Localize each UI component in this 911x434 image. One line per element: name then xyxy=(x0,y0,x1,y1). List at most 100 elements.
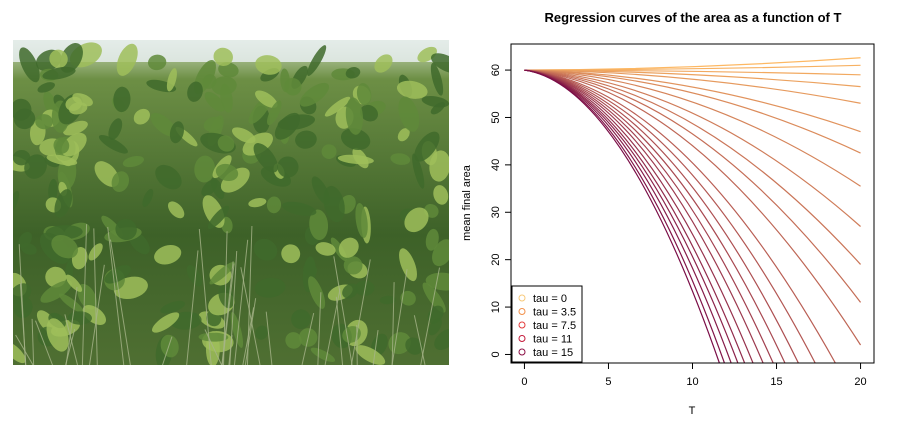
grass-blade xyxy=(89,264,105,365)
grass-blade xyxy=(93,228,98,365)
regression-curve xyxy=(524,69,816,363)
leaf-shape xyxy=(72,93,93,107)
leaf-shape xyxy=(428,317,442,336)
leaf-shape xyxy=(151,312,180,333)
leaf-shape xyxy=(355,345,386,365)
leaf-shape xyxy=(321,144,337,159)
leaf-shape xyxy=(108,118,123,140)
legend-label: tau = 7.5 xyxy=(533,320,576,332)
leaf-shape xyxy=(337,154,374,165)
leaf-shape xyxy=(388,332,411,355)
leaf-shape xyxy=(88,243,103,261)
leaf-shape xyxy=(315,242,336,256)
leaf-shape xyxy=(77,283,97,310)
grass-blade xyxy=(198,228,212,365)
leaf-shape xyxy=(115,218,137,240)
leaf-shape xyxy=(37,82,55,93)
knotweed-hedge-photo xyxy=(13,40,449,365)
leaf-shape xyxy=(65,274,83,292)
leaf-shape xyxy=(49,49,68,69)
photo-leaves xyxy=(13,42,449,365)
grass-blade xyxy=(350,259,371,365)
leaf-shape xyxy=(169,121,184,144)
leaf-shape xyxy=(203,116,223,132)
grass-blade xyxy=(372,330,379,365)
grass-blade xyxy=(265,311,273,365)
leaf-shape xyxy=(13,341,26,364)
x-tick-label: 20 xyxy=(854,376,866,388)
grass-blade xyxy=(317,292,322,365)
leaf-shape xyxy=(13,190,20,215)
leaf-shape xyxy=(19,47,40,83)
grass-blade xyxy=(19,283,27,365)
leaf-shape xyxy=(277,114,315,130)
y-tick-label: 20 xyxy=(490,254,502,266)
leaf-shape xyxy=(220,83,233,113)
leaf-shape xyxy=(291,309,311,330)
grass-blade xyxy=(335,296,344,365)
leaf-shape xyxy=(277,156,299,178)
leaf-shape xyxy=(230,311,244,348)
grass-blade xyxy=(240,267,261,365)
leaf-shape xyxy=(13,150,31,166)
regression-curve xyxy=(524,69,862,346)
grass-blade xyxy=(324,288,341,365)
leaf-shape xyxy=(51,235,79,259)
grass-blade xyxy=(229,250,238,365)
leaf-shape xyxy=(35,114,53,130)
leaf-shape xyxy=(285,332,302,349)
leaf-shape xyxy=(48,178,58,202)
leaf-shape xyxy=(59,43,83,73)
y-tick-label: 30 xyxy=(490,206,502,218)
leaf-shape xyxy=(412,153,425,189)
legend-label: tau = 0 xyxy=(533,293,567,305)
leaf-shape xyxy=(281,201,317,216)
chart-title: Regression curves of the area as a funct… xyxy=(545,10,842,25)
leaf-shape xyxy=(355,202,368,238)
x-axis-title: T xyxy=(689,405,696,417)
grass-blade xyxy=(64,314,78,365)
grass-blade xyxy=(420,267,441,365)
y-tick-label: 10 xyxy=(490,301,502,313)
leaf-shape xyxy=(425,228,439,251)
y-axis-title: mean final area xyxy=(461,164,473,241)
leaf-shape xyxy=(186,265,203,287)
grass-blade xyxy=(162,336,173,365)
leaf-shape xyxy=(374,54,393,73)
grass-blade xyxy=(109,239,131,365)
leaf-shape xyxy=(253,238,278,261)
leaf-shape xyxy=(166,68,177,92)
leaf-shape xyxy=(405,337,423,355)
legend-label: tau = 3.5 xyxy=(533,307,576,319)
regression-curve xyxy=(524,69,861,104)
leaf-shape xyxy=(147,54,167,71)
leaf-shape xyxy=(160,334,179,358)
leaf-shape xyxy=(266,196,282,214)
leaf-shape xyxy=(343,256,363,275)
leaf-shape xyxy=(404,207,429,233)
leaf-shape xyxy=(255,90,278,108)
leaf-shape xyxy=(209,261,235,285)
leaf-shape xyxy=(46,318,69,352)
leaf-shape xyxy=(414,131,440,162)
leaf-shape xyxy=(253,143,279,173)
leaf-shape xyxy=(198,332,229,342)
leaf-shape xyxy=(345,97,364,135)
x-tick-label: 10 xyxy=(686,376,698,388)
grass-blade xyxy=(391,282,395,365)
leaf-shape xyxy=(425,272,449,291)
leaf-shape xyxy=(400,290,416,306)
leaf-shape xyxy=(434,328,449,350)
regression-curve xyxy=(524,64,861,71)
legend-marker xyxy=(518,308,526,315)
leaf-shape xyxy=(217,135,235,152)
leaf-shape xyxy=(215,163,239,181)
regression-curve xyxy=(524,69,861,187)
leaf-shape xyxy=(254,277,286,298)
grass-blade xyxy=(107,226,125,365)
grass-blade xyxy=(65,286,78,365)
leaf-shape xyxy=(150,112,177,137)
grass-blade xyxy=(81,224,88,365)
leaf-shape xyxy=(213,47,233,66)
